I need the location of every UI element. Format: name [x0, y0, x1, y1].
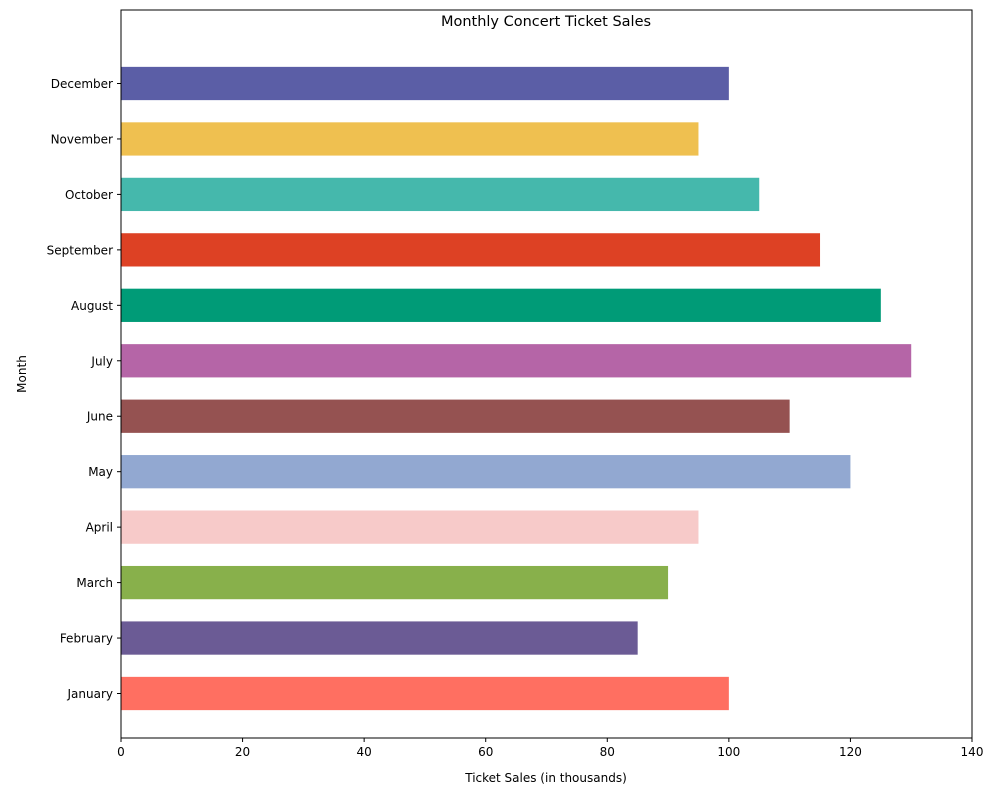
bar-march — [121, 565, 669, 600]
bar-july — [121, 344, 912, 378]
y-tick-label: September — [47, 243, 113, 257]
y-tick-label: April — [86, 521, 113, 535]
y-tick-label: December — [51, 77, 113, 91]
bar-april — [121, 510, 699, 544]
x-tick-label: 60 — [478, 745, 493, 759]
x-tick-label: 120 — [839, 745, 862, 759]
y-tick-label: August — [71, 299, 113, 313]
bars-group — [121, 66, 912, 711]
bar-january — [121, 676, 729, 711]
y-tick-label: November — [51, 132, 113, 146]
y-tick-label: July — [90, 354, 113, 368]
bar-may — [121, 455, 851, 489]
bar-september — [121, 233, 821, 267]
bar-november — [121, 122, 699, 156]
bar-june — [121, 399, 790, 433]
y-axis-label: Month — [15, 355, 29, 393]
bar-october — [121, 177, 760, 212]
x-tick-label: 80 — [600, 745, 615, 759]
chart-title: Monthly Concert Ticket Sales — [441, 14, 651, 30]
y-tick-label: February — [60, 632, 113, 646]
x-axis-ticks: 0 20 40 60 80 100 120 140 — [117, 738, 983, 759]
plot-frame — [120, 9, 973, 739]
x-tick-label: 100 — [717, 745, 740, 759]
y-tick-label: June — [86, 410, 113, 424]
x-tick-label: 20 — [235, 745, 250, 759]
y-tick-label: October — [65, 188, 113, 202]
y-tick-label: January — [67, 687, 114, 701]
y-tick-label: March — [76, 576, 113, 590]
x-axis-label: Ticket Sales (in thousands) — [464, 771, 627, 785]
bar-august — [121, 288, 881, 322]
x-tick-label: 40 — [357, 745, 372, 759]
y-tick-label: May — [88, 465, 113, 479]
y-axis-ticks: January February March April May June July Augu… — [47, 77, 121, 701]
x-tick-label: 0 — [117, 745, 125, 759]
bar-february — [121, 621, 638, 655]
bar-december — [121, 66, 729, 101]
x-tick-label: 140 — [961, 745, 984, 759]
